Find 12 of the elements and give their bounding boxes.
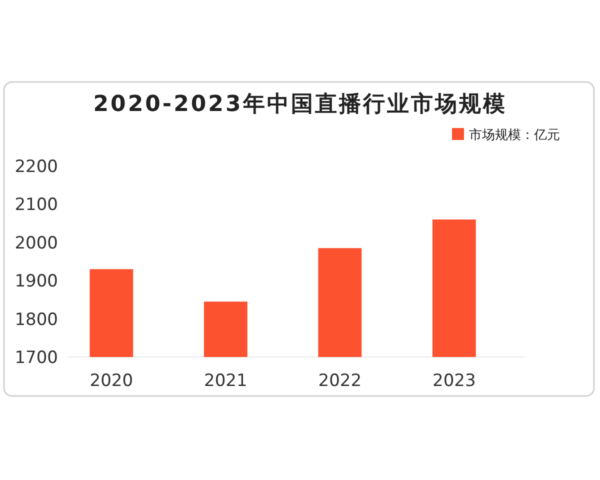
y-tick-label: 2000 bbox=[14, 233, 58, 254]
x-tick-label: 2022 bbox=[318, 371, 362, 391]
y-tick-label: 1900 bbox=[14, 272, 58, 292]
legend-label: 市场规模：亿元 bbox=[469, 128, 560, 143]
y-tick-label: 1700 bbox=[14, 348, 58, 368]
chart-title: 2020-2023年中国直播行业市场规模 bbox=[93, 91, 507, 117]
x-tick-label: 2023 bbox=[432, 371, 476, 391]
y-tick-label: 2200 bbox=[14, 157, 58, 177]
y-tick-label: 1800 bbox=[14, 310, 58, 330]
y-tick-label: 2100 bbox=[14, 195, 58, 216]
x-tick-label: 2021 bbox=[204, 371, 248, 391]
x-tick-label: 2020 bbox=[90, 371, 134, 391]
